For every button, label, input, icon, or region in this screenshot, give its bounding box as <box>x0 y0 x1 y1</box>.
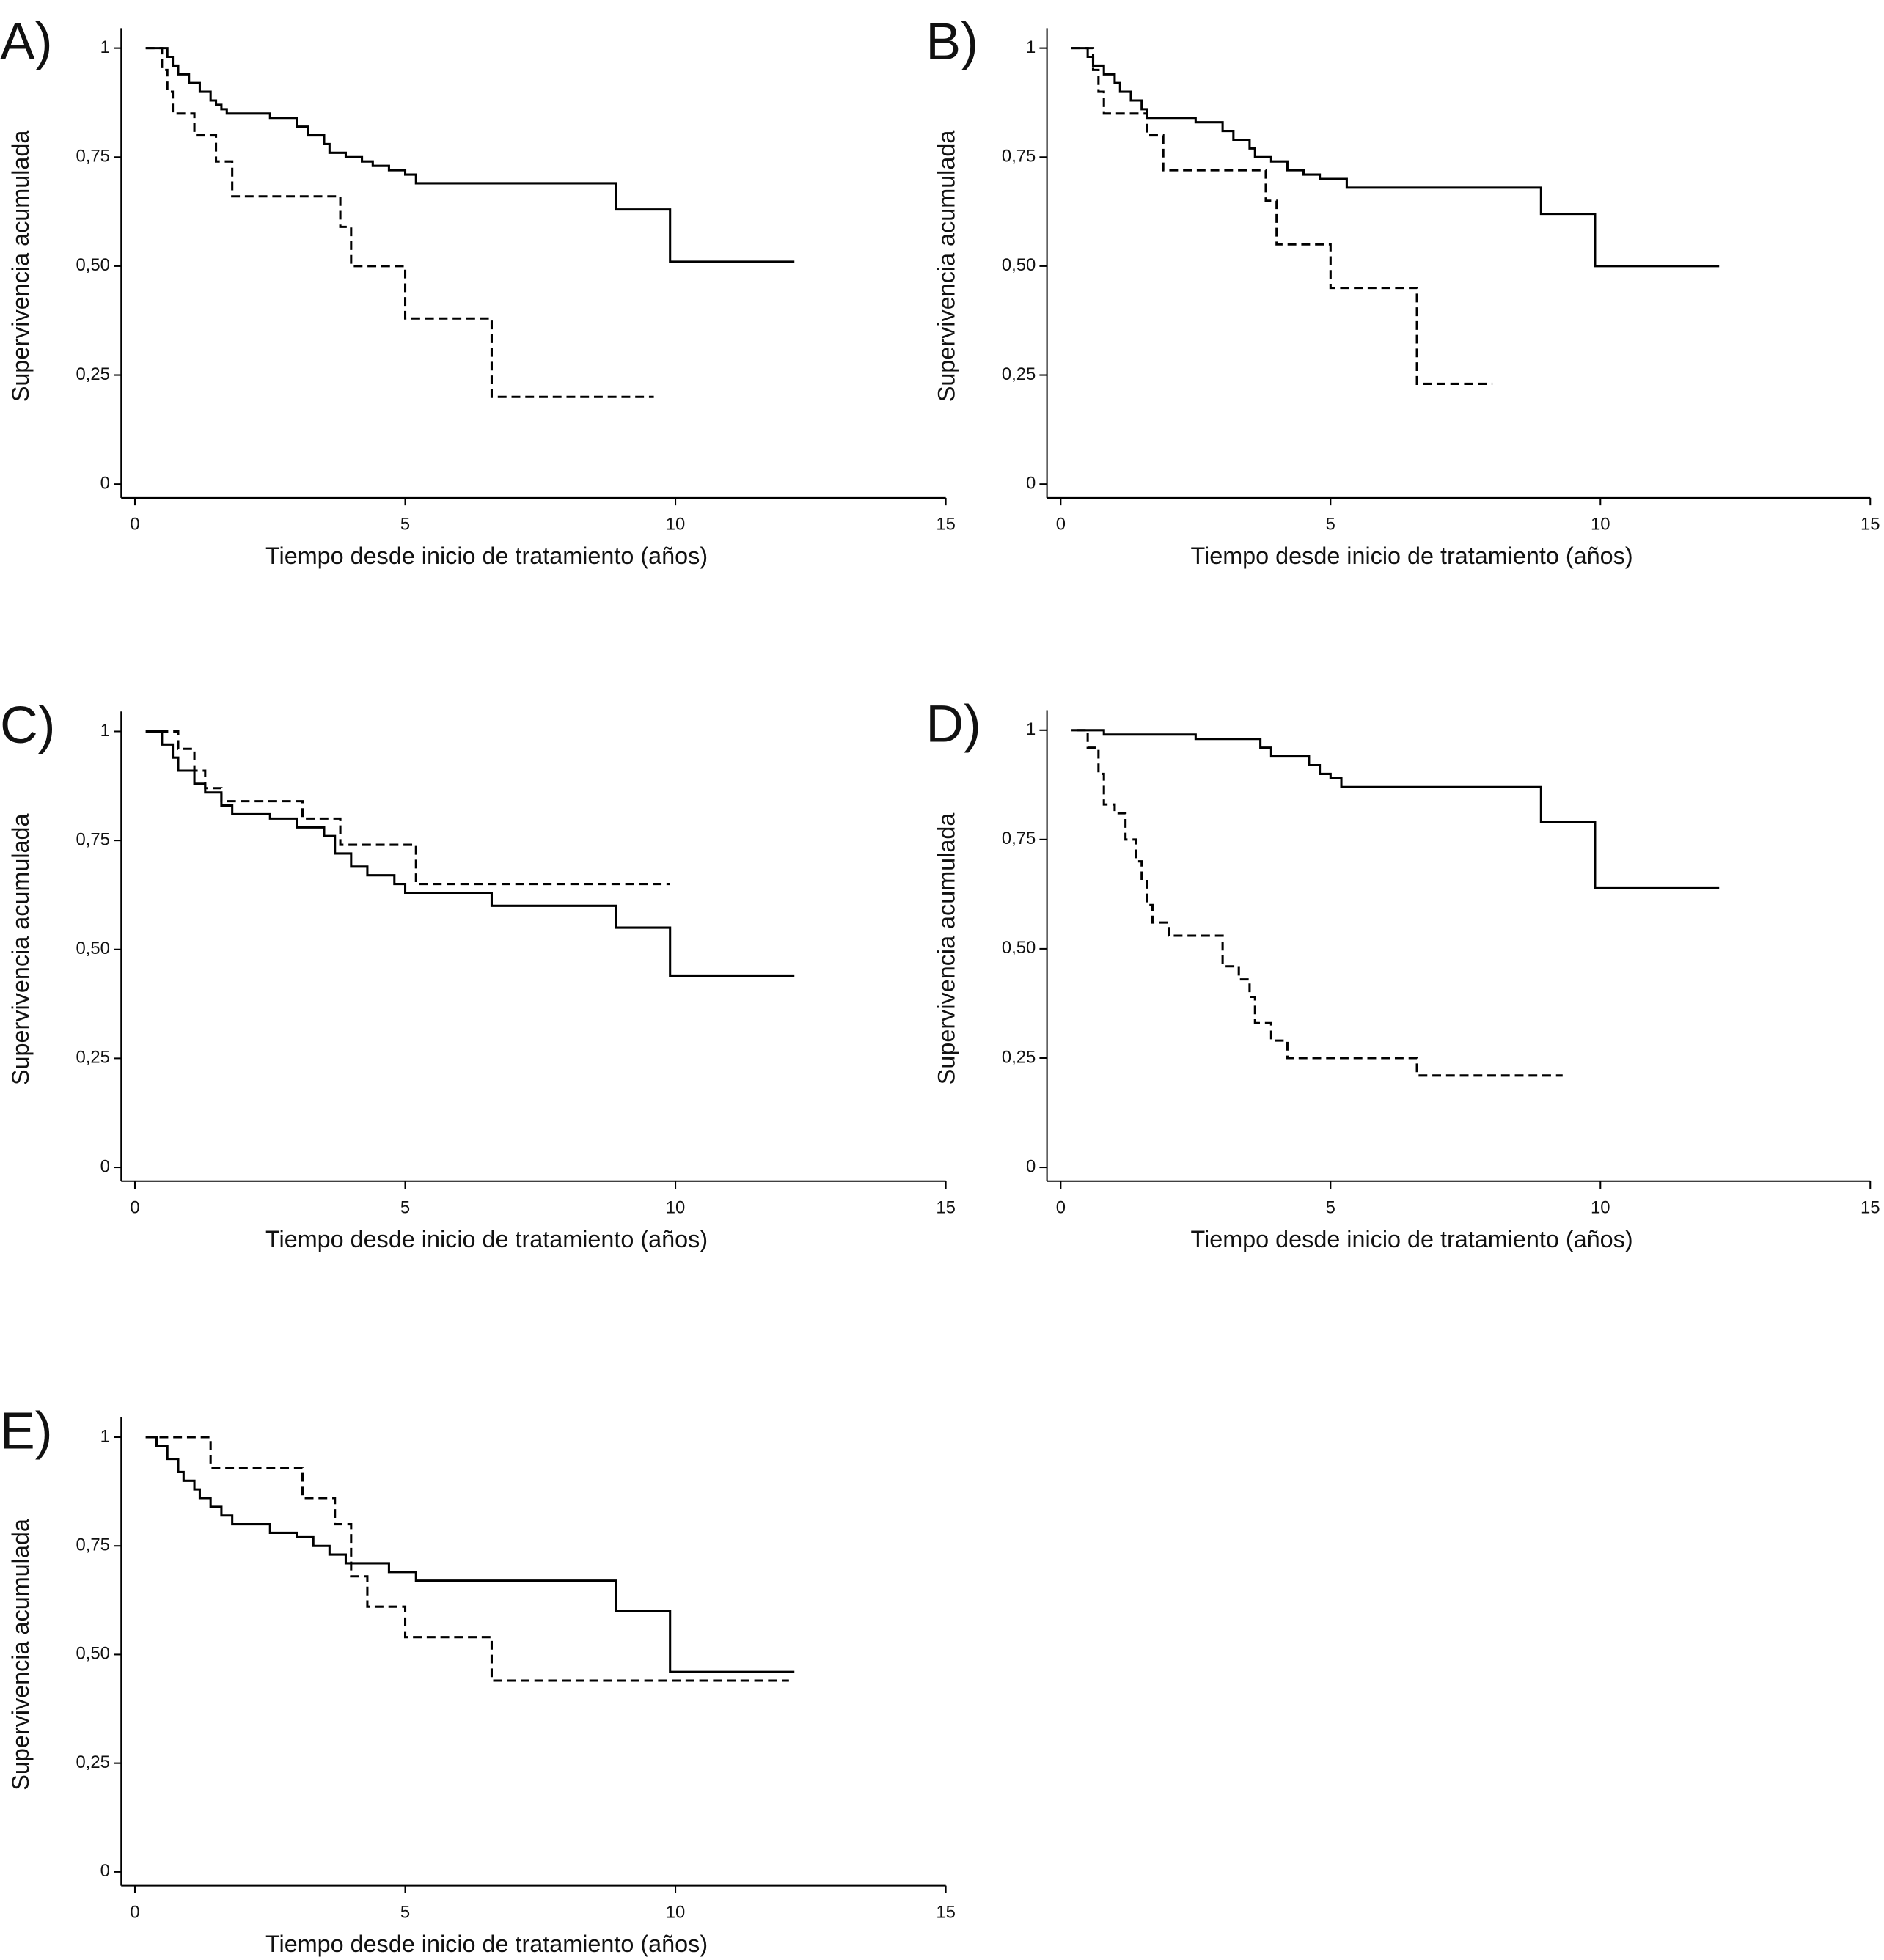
y-tick-label: 0 <box>1026 473 1036 493</box>
survival-curve <box>1071 729 1720 889</box>
y-tick-label: 1 <box>100 1426 110 1446</box>
y-tick-label: 0 <box>100 1156 110 1176</box>
panel-label: E) <box>0 1402 53 1461</box>
y-tick-label: 0,75 <box>76 1535 109 1555</box>
y-axis-label: Supervivencia acumulada <box>934 131 960 403</box>
x-axis-label: Tiempo desde inicio de tratamiento (años… <box>1190 543 1632 569</box>
x-tick-label: 15 <box>1861 515 1880 535</box>
x-tick-label: 5 <box>400 1198 410 1218</box>
y-tick-label: 1 <box>100 37 110 57</box>
y-tick-label: 0,50 <box>76 1644 109 1664</box>
survival-curve <box>1077 729 1563 1077</box>
y-axis-label: Supervivencia acumulada <box>7 813 34 1085</box>
y-tick-label: 0,25 <box>76 1048 109 1068</box>
y-tick-label: 0,75 <box>76 147 109 166</box>
x-tick-label: 15 <box>1861 1198 1880 1218</box>
y-axis-label: Supervivencia acumulada <box>7 1519 34 1791</box>
y-tick-label: 0,25 <box>1002 364 1036 384</box>
y-tick-label: 0 <box>1026 1156 1036 1176</box>
panel-label: C) <box>0 696 56 755</box>
x-tick-label: 10 <box>666 1902 686 1922</box>
y-tick-label: 1 <box>1026 37 1036 57</box>
x-tick-label: 10 <box>1591 515 1610 535</box>
survival-curve <box>1071 47 1720 268</box>
y-tick-label: 0 <box>100 473 110 493</box>
survival-curve <box>145 1436 789 1682</box>
x-tick-label: 0 <box>1056 1198 1066 1218</box>
y-tick-label: 0,50 <box>76 939 109 958</box>
y-tick-label: 0,50 <box>1002 255 1036 275</box>
y-tick-label: 0,75 <box>1002 829 1036 848</box>
x-tick-label: 0 <box>130 515 139 535</box>
x-tick-label: 15 <box>936 1902 956 1922</box>
x-axis-label: Tiempo desde inicio de tratamiento (años… <box>265 543 708 569</box>
y-tick-label: 0,75 <box>1002 147 1036 166</box>
x-tick-label: 10 <box>1591 1198 1610 1218</box>
x-axis-label: Tiempo desde inicio de tratamiento (años… <box>265 1226 708 1252</box>
x-tick-label: 10 <box>666 1198 686 1218</box>
panel-label: A) <box>0 12 53 71</box>
x-tick-label: 0 <box>1056 515 1066 535</box>
y-tick-label: 0,75 <box>76 829 109 849</box>
panel-label: B) <box>925 12 978 71</box>
survival-curve <box>145 47 654 398</box>
x-tick-label: 5 <box>1326 515 1335 535</box>
x-tick-label: 0 <box>130 1198 139 1218</box>
x-axis-label: Tiempo desde inicio de tratamiento (años… <box>265 1931 708 1957</box>
y-tick-label: 0,50 <box>76 255 109 275</box>
survival-curve <box>145 730 795 977</box>
survival-curve <box>145 47 795 263</box>
survival-curve <box>145 730 670 886</box>
x-axis-label: Tiempo desde inicio de tratamiento (años… <box>1190 1226 1632 1252</box>
survival-curve <box>145 1436 795 1673</box>
x-tick-label: 5 <box>1326 1198 1335 1218</box>
x-tick-label: 0 <box>130 1902 139 1922</box>
x-tick-label: 10 <box>666 515 686 535</box>
y-axis-label: Supervivencia acumulada <box>7 131 34 403</box>
y-tick-label: 0 <box>100 1861 110 1881</box>
y-tick-label: 0,25 <box>76 364 109 384</box>
y-axis-label: Supervivencia acumulada <box>934 813 960 1085</box>
y-tick-label: 0,50 <box>1002 938 1036 958</box>
y-tick-label: 1 <box>100 721 110 741</box>
survival-curve <box>1071 47 1493 385</box>
y-tick-label: 0,25 <box>1002 1047 1036 1067</box>
x-tick-label: 15 <box>936 515 956 535</box>
x-tick-label: 5 <box>400 1902 410 1922</box>
x-tick-label: 15 <box>936 1198 956 1218</box>
y-tick-label: 1 <box>1026 719 1036 739</box>
panel-label: D) <box>925 694 981 753</box>
x-tick-label: 5 <box>400 515 410 535</box>
y-tick-label: 0,25 <box>76 1752 109 1772</box>
